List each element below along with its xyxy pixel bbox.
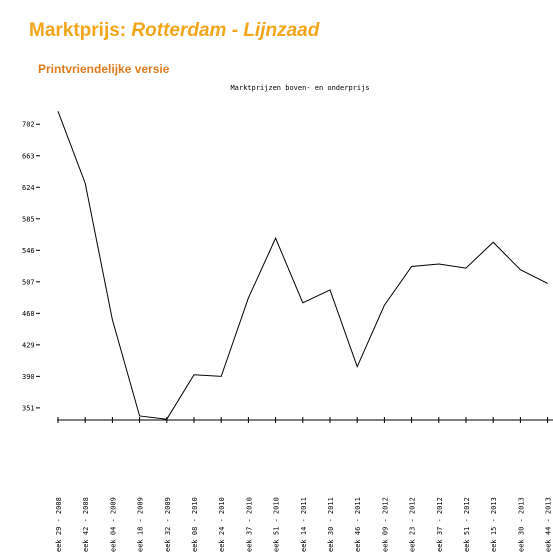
title-prefix: Marktprijs:: [29, 20, 127, 41]
x-tick-label: eek 09 - 2012: [381, 497, 389, 552]
x-tick-label: eek 44 - 2013: [545, 497, 553, 552]
x-tick-label: eek 32 - 2009: [164, 497, 172, 552]
y-tick-label: 390: [22, 373, 35, 381]
page-title: Marktprijs: Rotterdam - Lijnzaad: [29, 20, 319, 42]
y-tick-label: 468: [22, 310, 35, 318]
y-tick-label: 507: [22, 278, 35, 286]
y-tick-label: 702: [22, 121, 35, 129]
y-tick-label: 351: [22, 404, 35, 412]
x-tick-label: eek 29 - 2008: [55, 497, 63, 552]
x-tick-label: eek 18 - 2009: [137, 497, 145, 552]
x-tick-label: eek 51 - 2010: [273, 497, 281, 552]
y-tick-label: 585: [22, 215, 35, 223]
title-subject: Rotterdam - Lijnzaad: [131, 20, 320, 41]
price-line: [57, 111, 548, 420]
x-tick-label: eek 08 - 2010: [191, 497, 199, 552]
x-tick-label: eek 14 - 2011: [300, 497, 308, 552]
y-tick-label: 624: [22, 184, 35, 192]
x-tick-label: eek 46 - 2011: [354, 497, 362, 552]
x-tick-label: eek 15 - 2013: [490, 497, 498, 552]
x-tick-label: eek 51 - 2012: [463, 497, 471, 552]
x-tick-label: eek 24 - 2010: [218, 497, 226, 552]
x-tick-label: eek 30 - 2011: [327, 497, 335, 552]
y-tick-label: 429: [22, 341, 35, 349]
x-tick-label: eek 37 - 2010: [245, 497, 253, 552]
x-tick-label: eek 42 - 2008: [82, 497, 90, 552]
y-tick-label: 546: [22, 247, 35, 255]
x-tick-label: eek 23 - 2012: [409, 497, 417, 552]
x-tick-label: eek 37 - 2012: [436, 497, 444, 552]
x-tick-label: eek 04 - 2009: [109, 497, 117, 552]
y-tick-label: 663: [22, 152, 35, 160]
chart-title: Marktprijzen boven- en onderprijs: [230, 84, 369, 92]
x-tick-label: eek 30 - 2013: [517, 497, 525, 552]
print-link[interactable]: Printvriendelijke versie: [38, 62, 170, 76]
